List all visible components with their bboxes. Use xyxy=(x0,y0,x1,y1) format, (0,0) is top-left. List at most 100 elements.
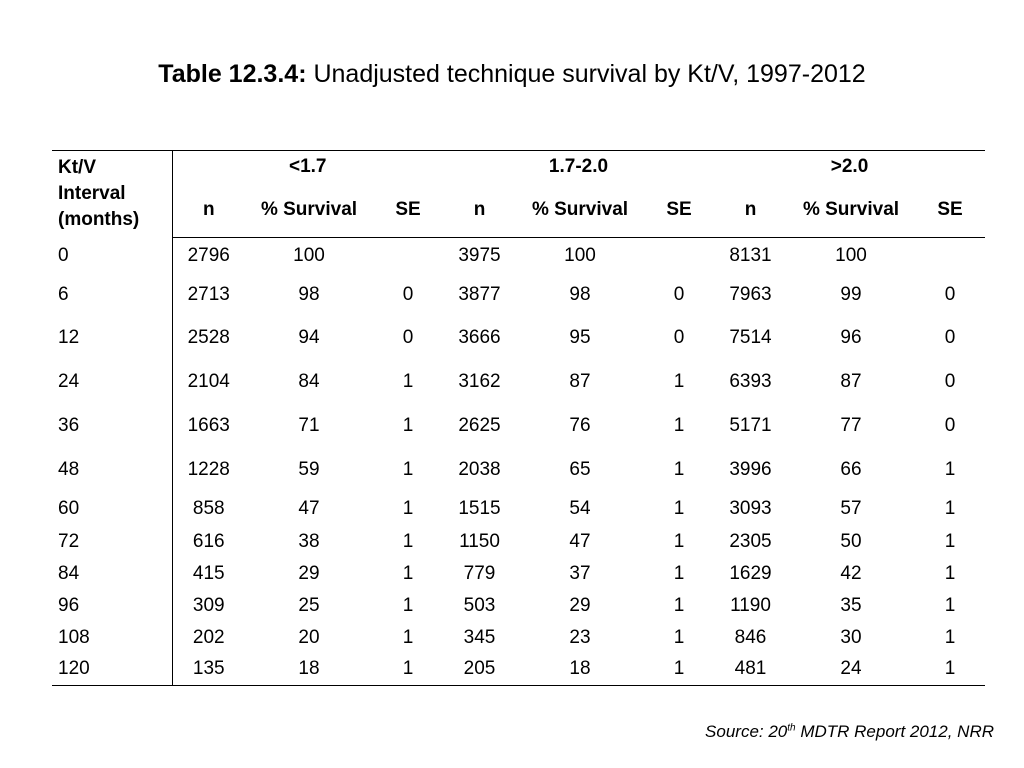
se-cell: 1 xyxy=(944,594,956,616)
survival-cell: 47 xyxy=(569,530,591,552)
table-row: 108 202 20 1 345 23 1 846 30 1 xyxy=(52,621,985,654)
n-cell: 503 xyxy=(463,594,496,616)
survival-cell: 100 xyxy=(564,244,596,266)
n-cell: 2528 xyxy=(187,326,230,348)
interval-cell: 12 xyxy=(52,315,173,360)
survival-cell: 20 xyxy=(298,626,320,648)
n-cell: 1150 xyxy=(459,530,500,552)
survival-cell: 87 xyxy=(840,370,862,392)
n-cell: 481 xyxy=(714,653,787,686)
group-header-row: Kt/V Interval (months) <1.7 1.7-2.0 >2.0 xyxy=(52,150,986,238)
se-cell: 0 xyxy=(944,370,956,392)
survival-cell: 98 xyxy=(569,283,591,305)
survival-cell: 59 xyxy=(298,458,320,480)
survival-cell: 29 xyxy=(298,562,320,584)
se-cell: 1 xyxy=(402,458,414,480)
n-cell: 616 xyxy=(192,530,225,552)
survival-cell: 37 xyxy=(569,562,591,584)
se-cell: 1 xyxy=(402,497,414,519)
col-header-n: n xyxy=(172,183,245,238)
se-cell: 1 xyxy=(644,653,714,686)
table-number: Table 12.3.4: xyxy=(158,60,307,88)
survival-cell: 42 xyxy=(840,562,862,584)
table-row: 48 1228 59 1 2038 65 1 3996 66 1 xyxy=(52,447,985,492)
survival-cell: 76 xyxy=(569,414,591,436)
table-row: 120 135 18 1 205 18 1 481 24 1 xyxy=(52,653,986,686)
interval-cell: 6 xyxy=(52,273,173,316)
n-cell: 202 xyxy=(192,626,225,648)
n-cell: 1190 xyxy=(730,594,771,616)
survival-table: Kt/V Interval (months) <1.7 1.7-2.0 >2.0… xyxy=(52,150,986,686)
survival-cell: 95 xyxy=(569,326,591,348)
se-cell: 0 xyxy=(944,326,956,348)
se-cell: 1 xyxy=(673,594,685,616)
table-row: 60 858 47 1 1515 54 1 3093 57 1 xyxy=(52,491,985,526)
interval-cell: 36 xyxy=(52,403,173,448)
survival-cell: 77 xyxy=(840,414,862,436)
survival-cell: 71 xyxy=(298,414,320,436)
source-suffix: MDTR Report 2012, NRR xyxy=(795,722,994,741)
row-header-line-1: Kt/V xyxy=(58,157,96,179)
n-cell: 3162 xyxy=(458,370,501,392)
n-cell: 3666 xyxy=(458,326,501,348)
se-cell: 1 xyxy=(673,370,685,392)
row-header-line-3: (months) xyxy=(58,209,140,231)
survival-cell: 47 xyxy=(298,497,320,519)
group-header-17-20: 1.7-2.0 xyxy=(443,150,714,183)
se-cell: 0 xyxy=(944,283,956,305)
row-header-label: Kt/V Interval (months) xyxy=(52,150,173,238)
survival-cell: 54 xyxy=(569,497,591,519)
se-cell: 1 xyxy=(944,497,956,519)
se-cell: 1 xyxy=(402,594,414,616)
col-header-n: n xyxy=(714,183,787,238)
source-sup: th xyxy=(787,722,796,734)
table-row: 6 2713 98 0 3877 98 0 7963 99 0 xyxy=(52,273,985,316)
n-cell: 6393 xyxy=(729,370,772,392)
interval-cell: 96 xyxy=(52,589,173,622)
se-cell: 1 xyxy=(402,370,414,392)
se-cell: 1 xyxy=(944,626,956,648)
n-cell: 3975 xyxy=(458,244,501,266)
survival-cell: 18 xyxy=(516,653,644,686)
interval-cell: 72 xyxy=(52,525,173,558)
survival-cell: 99 xyxy=(840,283,862,305)
n-cell: 309 xyxy=(192,594,225,616)
group-header-lt17: <1.7 xyxy=(172,150,443,183)
n-cell: 3996 xyxy=(729,458,772,480)
se-cell: 1 xyxy=(673,414,685,436)
table-row: 0 2796 100 3975 100 8131 100 xyxy=(52,237,985,274)
se-cell: 0 xyxy=(673,326,685,348)
n-cell: 1228 xyxy=(187,458,230,480)
se-cell: 0 xyxy=(402,326,414,348)
n-cell: 779 xyxy=(463,562,496,584)
interval-cell: 60 xyxy=(52,491,173,526)
n-cell: 2305 xyxy=(729,530,772,552)
se-cell: 1 xyxy=(402,562,414,584)
se-cell: 0 xyxy=(673,283,685,305)
survival-cell: 96 xyxy=(840,326,862,348)
n-cell: 415 xyxy=(192,562,225,584)
survival-cell: 57 xyxy=(840,497,862,519)
n-cell: 2796 xyxy=(187,244,230,266)
page-title: Table 12.3.4: Unadjusted technique survi… xyxy=(0,58,1024,90)
se-cell xyxy=(644,238,714,274)
se-cell: 1 xyxy=(673,497,685,519)
se-cell: 1 xyxy=(673,530,685,552)
se-cell: 1 xyxy=(944,530,956,552)
n-cell: 858 xyxy=(192,497,225,519)
n-cell: 1629 xyxy=(729,562,772,584)
n-cell: 846 xyxy=(734,626,767,648)
survival-cell: 94 xyxy=(298,326,320,348)
n-cell: 2713 xyxy=(187,283,230,305)
n-cell: 3877 xyxy=(458,283,501,305)
se-cell: 1 xyxy=(402,414,414,436)
interval-cell: 84 xyxy=(52,557,173,590)
col-header-survival: % Survival xyxy=(787,183,915,238)
se-cell: 0 xyxy=(944,414,956,436)
n-cell: 8131 xyxy=(729,244,772,266)
survival-cell: 18 xyxy=(245,653,373,686)
se-cell: 1 xyxy=(673,626,685,648)
survival-cell: 66 xyxy=(840,458,862,480)
n-cell: 5171 xyxy=(729,414,772,436)
survival-cell: 50 xyxy=(840,530,862,552)
